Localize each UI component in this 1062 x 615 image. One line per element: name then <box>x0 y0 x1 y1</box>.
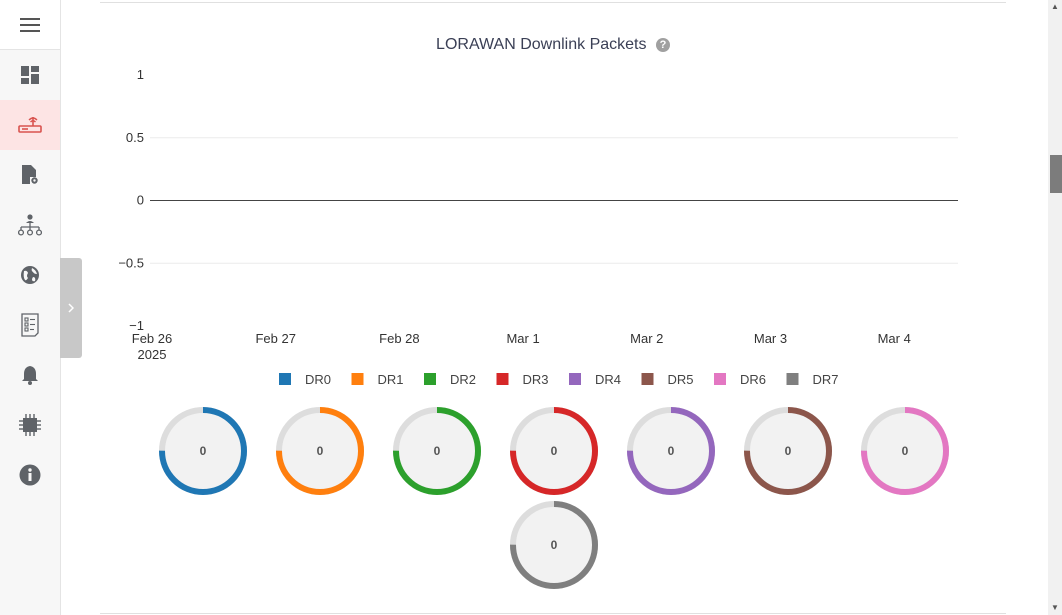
x-tick-label: Feb 26 <box>132 331 172 346</box>
sidebar-item-internet[interactable] <box>0 250 60 300</box>
donut-arc-dr3 <box>510 407 598 495</box>
legend-label-dr0: DR0 <box>305 372 331 387</box>
legend-label-dr3: DR3 <box>523 372 549 387</box>
file-settings-icon <box>22 165 38 184</box>
x-tick-label: Mar 3 <box>754 331 787 346</box>
legend-swatch-dr4 <box>569 373 581 385</box>
sidebar-item-dashboard[interactable] <box>0 50 60 100</box>
chip-icon <box>19 414 41 436</box>
x-tick-label: Feb 28 <box>379 331 419 346</box>
scroll-thumb[interactable] <box>1050 155 1062 193</box>
donut-value-dr4: 0 <box>668 444 675 458</box>
legend-label-dr6: DR6 <box>740 372 766 387</box>
legend-swatch-dr1 <box>351 373 364 385</box>
legend-label-dr7: DR7 <box>813 372 839 387</box>
sidebar-item-hardware[interactable] <box>0 400 60 450</box>
help-icon[interactable]: ? <box>655 38 670 52</box>
donut-bg <box>159 407 247 495</box>
donut-value-dr0: 0 <box>200 444 207 458</box>
donut-bg <box>393 407 481 495</box>
sidebar-expand-handle[interactable] <box>60 258 82 358</box>
bell-icon <box>22 366 38 385</box>
donut-value-dr1: 0 <box>317 444 324 458</box>
sidebar-item-about[interactable] <box>0 450 60 500</box>
page-scrollbar[interactable]: ▲ ▼ <box>1048 0 1062 615</box>
info-icon <box>19 464 41 486</box>
x-tick-label: Feb 27 <box>255 331 295 346</box>
globe-icon <box>21 266 39 284</box>
chevron-right-icon <box>68 303 74 313</box>
donut-value-dr5: 0 <box>785 444 792 458</box>
legend-swatch-dr0 <box>279 373 291 385</box>
sidebar-item-config[interactable] <box>0 150 60 200</box>
y-tick-label: −1 <box>129 318 144 333</box>
y-tick-label: 0.5 <box>126 130 144 145</box>
sidebar-item-gateway[interactable] <box>0 100 60 150</box>
x-tick-sublabel: 2025 <box>138 347 167 362</box>
chart-title: LORAWAN Downlink Packets <box>436 36 647 53</box>
scroll-up-arrow[interactable]: ▲ <box>1051 2 1059 11</box>
donut-arc-dr6 <box>861 407 949 495</box>
x-tick-label: Mar 1 <box>506 331 539 346</box>
donut-value-dr7: 0 <box>551 538 558 552</box>
y-tick-label: 1 <box>137 67 144 82</box>
sidebar-item-alerts[interactable] <box>0 350 60 400</box>
legend-label-dr5: DR5 <box>668 372 694 387</box>
sidebar-item-network[interactable] <box>0 200 60 250</box>
legend-swatch-dr6 <box>714 373 726 385</box>
scroll-down-arrow[interactable]: ▼ <box>1051 603 1059 612</box>
legend-swatch-dr7 <box>786 373 799 385</box>
checklist-icon <box>21 313 39 337</box>
donut-bg <box>510 501 598 589</box>
donut-arc-dr1 <box>276 407 364 495</box>
donut-value-dr6: 0 <box>902 444 909 458</box>
y-tick-label: 0 <box>137 193 144 208</box>
donut-bg <box>744 407 832 495</box>
donut-arc-dr5 <box>744 407 832 495</box>
sidebar-item-logs[interactable] <box>0 300 60 350</box>
donut-value-dr3: 0 <box>551 444 558 458</box>
legend-label-dr2: DR2 <box>450 372 476 387</box>
dashboard-icon <box>21 66 39 84</box>
router-icon <box>18 117 42 133</box>
legend-label-dr4: DR4 <box>595 372 621 387</box>
x-tick-label: Mar 2 <box>630 331 663 346</box>
donut-bg <box>627 407 715 495</box>
legend-swatch-dr2 <box>424 373 436 385</box>
menu-button[interactable] <box>0 0 60 50</box>
hamburger-icon <box>20 17 40 32</box>
donut-arc-dr7 <box>510 501 598 589</box>
legend-label-dr1: DR1 <box>378 372 404 387</box>
donut-bg <box>861 407 949 495</box>
donut-arc-dr2 <box>393 407 481 495</box>
donut-bg <box>276 407 364 495</box>
donut-bg <box>510 407 598 495</box>
chart-card: LORAWAN Downlink Packets ? 1 0.5 0 −0.5 −1 Fe… <box>100 2 1006 614</box>
chart-title-row: LORAWAN Downlink Packets ? <box>100 36 1006 54</box>
y-tick-label: −0.5 <box>118 255 144 270</box>
x-tick-label: Mar 4 <box>878 331 911 346</box>
donut-arc-dr4 <box>627 407 715 495</box>
legend-swatch-dr5 <box>641 373 654 385</box>
donut-arc-dr0 <box>159 407 247 495</box>
network-tree-icon <box>18 214 42 236</box>
legend-swatch-dr3 <box>496 373 509 385</box>
sidebar <box>0 0 61 615</box>
donut-value-dr2: 0 <box>434 444 441 458</box>
